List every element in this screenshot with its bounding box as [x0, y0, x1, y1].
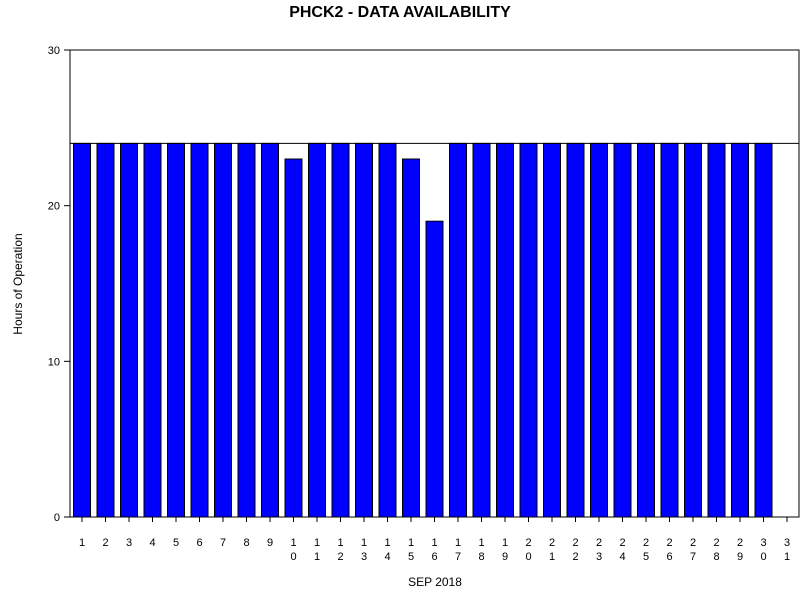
bar-day-27 — [684, 142, 702, 518]
y-axis-label: Hours of Operation — [11, 233, 25, 334]
bar-day-19 — [496, 142, 514, 518]
x-axis: 1 2 3 4 5 6 7 8 9 1 01 11 21 31 41 51 61 71 81 92 02 12 22 32 42… — [79, 517, 790, 563]
bar-day-28 — [707, 142, 726, 518]
chart-title: PHCK2 - DATA AVAILABILITY — [289, 4, 511, 21]
y-tick-label-30: 30 — [48, 45, 60, 57]
bar-day-29 — [731, 142, 749, 518]
y-tick-label-20: 20 — [48, 201, 60, 213]
bar-day-2 — [96, 142, 115, 518]
bar-day-4 — [143, 142, 162, 518]
bar-day-11 — [308, 142, 326, 518]
y-tick-label-10: 10 — [48, 356, 60, 368]
bar-day-3 — [120, 142, 138, 518]
y-tick-label-0: 0 — [54, 512, 60, 524]
x-tick-label-5: 5 — [173, 537, 179, 549]
bar-day-6 — [190, 142, 209, 518]
bar-day-18 — [472, 142, 491, 518]
x-tick-label-7: 7 — [220, 537, 226, 549]
x-tick-label-9: 9 — [267, 537, 273, 549]
bar-day-23 — [590, 142, 608, 518]
bar-day-1 — [73, 142, 91, 518]
bar-day-20 — [519, 142, 538, 518]
x-tick-label-1: 1 — [79, 537, 85, 549]
bar-day-26 — [660, 142, 679, 518]
bar-day-15 — [402, 158, 420, 518]
bar-day-14 — [378, 142, 397, 518]
bar-day-21 — [543, 142, 561, 518]
x-axis-label: SEP 2018 — [408, 575, 462, 589]
bar-day-12 — [331, 142, 350, 518]
bar-day-13 — [355, 142, 373, 518]
bars-layer — [73, 142, 773, 518]
x-tick-label-6: 6 — [196, 537, 202, 549]
bar-day-25 — [637, 142, 655, 518]
bar-day-8 — [237, 142, 256, 518]
bar-day-7 — [214, 142, 232, 518]
x-tick-label-3: 3 — [126, 537, 132, 549]
y-axis: 0 10 20 30 — [48, 45, 70, 524]
x-tick-label-4: 4 — [149, 537, 155, 549]
bar-day-10 — [284, 158, 303, 518]
bar-day-24 — [613, 142, 632, 518]
bar-day-17 — [449, 142, 467, 518]
bar-day-9 — [261, 142, 279, 518]
bar-day-5 — [167, 142, 185, 518]
bar-day-16 — [425, 220, 444, 518]
bar-day-30 — [754, 142, 773, 518]
x-tick-label-2: 2 — [102, 537, 108, 549]
bar-day-22 — [566, 142, 585, 518]
x-tick-label-8: 8 — [243, 537, 249, 549]
